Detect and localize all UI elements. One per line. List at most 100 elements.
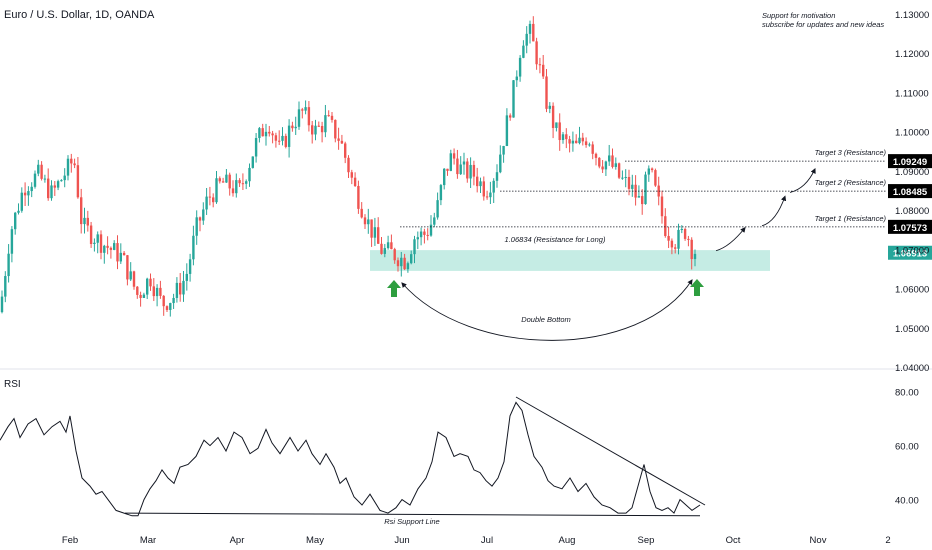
candle [182,270,185,302]
candle [215,171,218,204]
price-tick-label: 1.06000 [895,285,929,296]
candle [578,126,581,145]
candle [693,249,697,267]
time-tick-label: Apr [230,535,245,546]
candle [93,238,96,252]
double-bottom-curve[interactable] [401,279,693,341]
candle [617,162,621,180]
candle [489,181,492,205]
candle [446,168,449,176]
candle [37,159,40,177]
candle [152,278,155,302]
candle [225,169,228,183]
candle [551,102,555,139]
candle [657,176,660,206]
candle [469,157,472,188]
candle [172,293,175,309]
time-tick-label: Feb [62,535,78,546]
candle [60,179,63,182]
candle [683,227,687,241]
candle [687,235,690,247]
candle [304,100,307,115]
target-price-tag: 1.07573 [888,219,932,234]
candle [406,261,410,273]
candle [565,128,568,149]
candle [20,187,23,213]
price-tick-label: 1.08000 [895,206,929,217]
candle [254,133,258,163]
candle [238,178,241,187]
candle [449,149,452,172]
candle [542,54,545,79]
rsi-line [0,401,701,517]
rsi-support-line[interactable] [124,512,701,517]
candle [518,55,522,82]
candle [584,137,588,148]
candle [472,160,476,186]
target-label: Target 1 (Resistance) [815,214,887,223]
rsi-support-label: Rsi Support Line [384,517,439,526]
candle [142,292,146,298]
candle [314,119,317,141]
candle [637,185,641,198]
candle [670,238,674,255]
candle [660,190,664,224]
candle [370,219,373,247]
time-tick-label: Oct [726,535,741,546]
candle [608,144,611,166]
candle [634,175,637,206]
candle [466,158,469,183]
candle [426,228,429,241]
candle [611,148,614,169]
candle [218,176,221,184]
time-tick-label: Jul [481,535,493,546]
note-line-2: subscribe for updates and new ideas [762,20,884,29]
candle [380,237,383,255]
price-tick-label: 1.10000 [895,128,929,139]
target-price-tag: 1.08485 [888,184,932,199]
candle [155,284,159,307]
price-axis[interactable]: 1.13000 1.12000 1.11000 1.10000 1.09000 1.080… [895,10,929,374]
svg-text:1.06913: 1.06913 [893,249,927,260]
candle [568,135,571,153]
candle [347,155,350,178]
candle [509,113,512,121]
candle [86,210,89,232]
projection-arrow-1[interactable] [715,226,746,252]
candle [344,141,347,164]
candle [548,102,551,114]
price-tick-label: 1.05000 [895,324,929,335]
candle [594,152,598,166]
candle [598,157,601,169]
candle [601,160,604,173]
candle [235,173,238,198]
candle [103,244,106,264]
time-tick-label: Mar [140,535,156,546]
candle [241,173,245,190]
candle [132,270,136,290]
candle [340,134,344,145]
candle [248,163,251,187]
candle [330,112,334,123]
candle [538,57,542,74]
candle [63,168,66,188]
candle [522,40,525,59]
projection-arrow-2[interactable] [761,195,787,227]
candle [10,226,14,263]
candle [327,110,330,117]
candle [373,217,377,246]
candle [495,164,499,188]
candle [122,251,126,256]
candle [198,216,202,232]
candle [17,203,20,215]
time-axis[interactable]: Feb Mar Apr May Jun Jul Aug Sep Oct Nov 2 [62,535,891,546]
candle [162,295,165,316]
candle [245,179,248,190]
candle [139,291,142,307]
support-zone[interactable] [370,250,770,271]
rsi-trend-line[interactable] [515,396,706,506]
candle [485,190,489,200]
candle [390,234,393,250]
projection-arrow-3[interactable] [789,167,816,193]
